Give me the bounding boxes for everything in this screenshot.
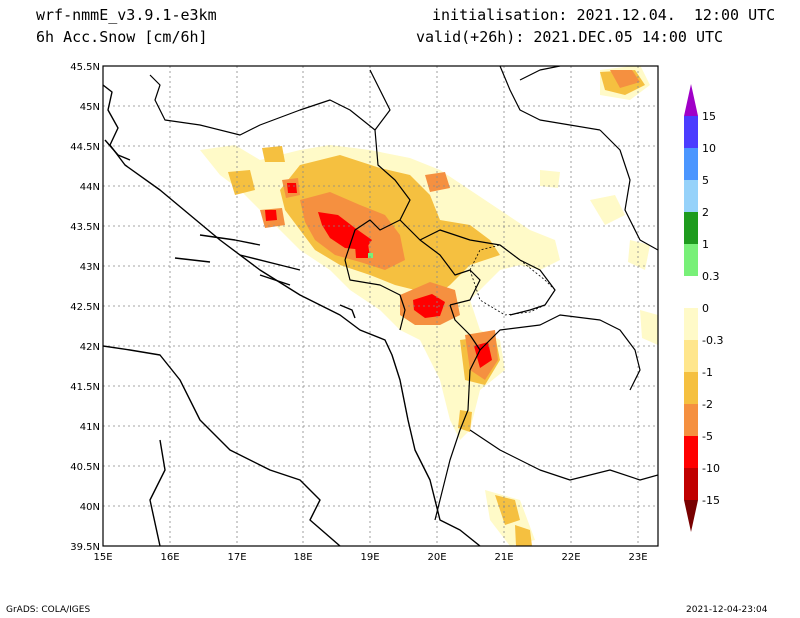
lon-label: 15E — [93, 552, 112, 563]
colorbar-label: 15 — [702, 110, 716, 123]
colorbar-segment — [684, 148, 698, 180]
colorbar-segment — [684, 276, 698, 308]
lat-label: 43.5N — [70, 222, 100, 233]
colorbar-segment — [684, 180, 698, 212]
lat-label: 42N — [80, 342, 100, 353]
colorbar-segment — [684, 308, 698, 340]
colorbar-segment — [684, 116, 698, 148]
lat-label: 41.5N — [70, 382, 100, 393]
colorbar-label: 0.3 — [702, 270, 720, 283]
colorbar-top-arrow — [684, 84, 698, 116]
colorbar-label: -2 — [702, 398, 713, 411]
colorbar-label: 2 — [702, 206, 709, 219]
colorbar-label: -0.3 — [702, 334, 723, 347]
colorbar-label: -5 — [702, 430, 713, 443]
colorbar-segment — [684, 404, 698, 436]
colorbar-segment — [684, 212, 698, 244]
colorbar-label: 10 — [702, 142, 716, 155]
lat-labels: 45.5N 45N 44.5N 44N 43.5N 43N 42.5N 42N … — [70, 62, 100, 553]
lat-label: 39.5N — [70, 542, 100, 553]
kosovo-border — [469, 244, 556, 316]
colorbar-label: 0 — [702, 302, 709, 315]
lon-label: 17E — [227, 552, 246, 563]
lat-label: 40.5N — [70, 462, 100, 473]
lat-label: 43N — [80, 262, 100, 273]
lat-label: 42.5N — [70, 302, 100, 313]
colorbar-label: -1 — [702, 366, 713, 379]
lat-label: 45.5N — [70, 62, 100, 73]
colorbar-label: -10 — [702, 462, 720, 475]
coastlines — [103, 84, 481, 546]
lon-label: 19E — [360, 552, 379, 563]
colorbar-segment — [684, 244, 698, 276]
colorbar-segment — [684, 468, 698, 500]
footer-left: GrADS: COLA/IGES — [6, 605, 91, 615]
colorbar-segment — [684, 436, 698, 468]
lon-label: 21E — [494, 552, 513, 563]
lon-label: 20E — [427, 552, 446, 563]
lon-labels: 15E 16E 17E 18E 19E 20E 21E 22E 23E — [93, 552, 647, 563]
lat-label: 40N — [80, 502, 100, 513]
lon-label: 22E — [561, 552, 580, 563]
lat-label: 41N — [80, 422, 100, 433]
snow-field — [200, 66, 658, 546]
lon-label: 23E — [628, 552, 647, 563]
colorbar-bottom-arrow — [684, 500, 698, 532]
lon-label: 16E — [160, 552, 179, 563]
colorbar-segment — [684, 340, 698, 372]
colorbar-label: 1 — [702, 238, 709, 251]
map-frame — [102, 65, 659, 547]
colorbar-label: 5 — [702, 174, 709, 187]
valid-time: valid(+26h): 2021.DEC.05 14:00 UTC — [416, 28, 724, 46]
lat-label: 44.5N — [70, 142, 100, 153]
lat-label: 44N — [80, 182, 100, 193]
borders — [149, 66, 658, 521]
colorbar: 15 10 5 2 1 0.3 0 -0.3 -1 -2 -5 -10 -15 — [684, 84, 723, 532]
field-title: 6h Acc.Snow [cm/6h] — [36, 28, 208, 46]
colorbar-label: -15 — [702, 494, 720, 507]
init-time: initialisation: 2021.12.04. 12:00 UTC — [432, 6, 776, 24]
lon-label: 18E — [293, 552, 312, 563]
graticule — [103, 66, 658, 546]
footer-right: 2021-12-04-23:04 — [686, 605, 768, 615]
model-title: wrf-nmmE_v3.9.1-e3km — [36, 6, 217, 24]
colorbar-segment — [684, 372, 698, 404]
lat-label: 45N — [80, 102, 100, 113]
